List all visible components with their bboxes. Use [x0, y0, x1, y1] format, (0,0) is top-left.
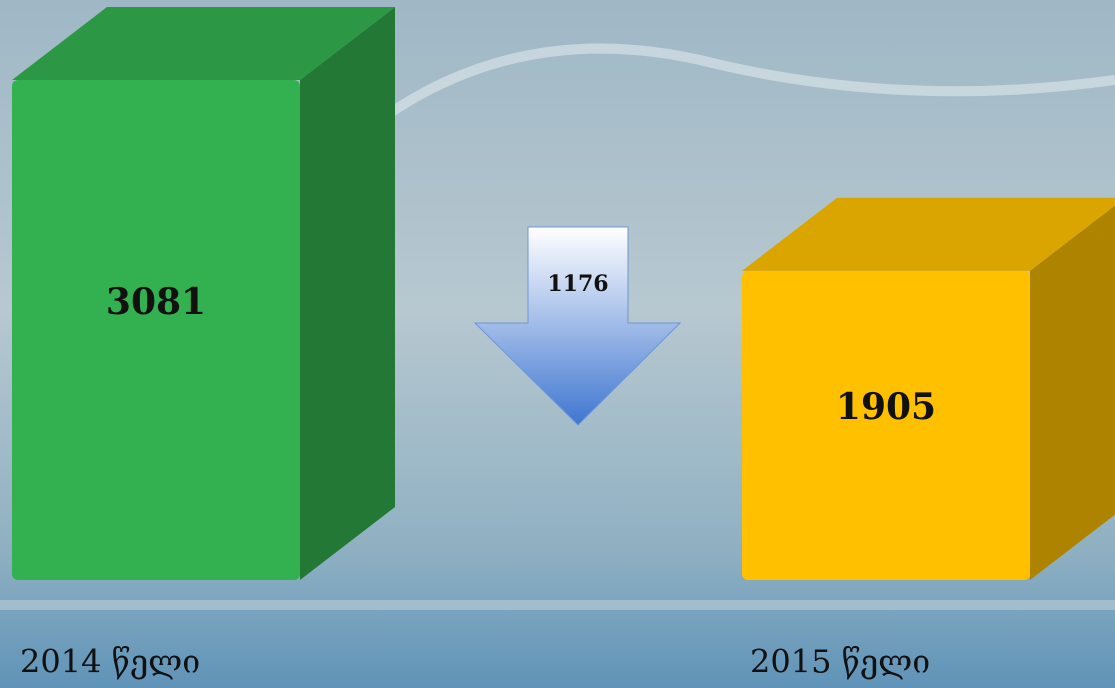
bar-side [1030, 205, 1115, 580]
background-decor [0, 600, 1115, 610]
bar [742, 270, 1030, 580]
value-label: 1905 [836, 386, 936, 428]
bar-top [742, 197, 1115, 271]
bar-top [12, 7, 395, 80]
annotation: 1176 [547, 271, 608, 297]
x-tick-label: 2014 წელი [20, 643, 200, 681]
background-decor [377, 43, 1115, 125]
bar-side [300, 7, 395, 580]
x-tick-label: 2015 წელი [750, 643, 930, 681]
value-label: 3081 [106, 281, 206, 323]
bar [12, 80, 300, 580]
down-arrow [473, 226, 682, 426]
